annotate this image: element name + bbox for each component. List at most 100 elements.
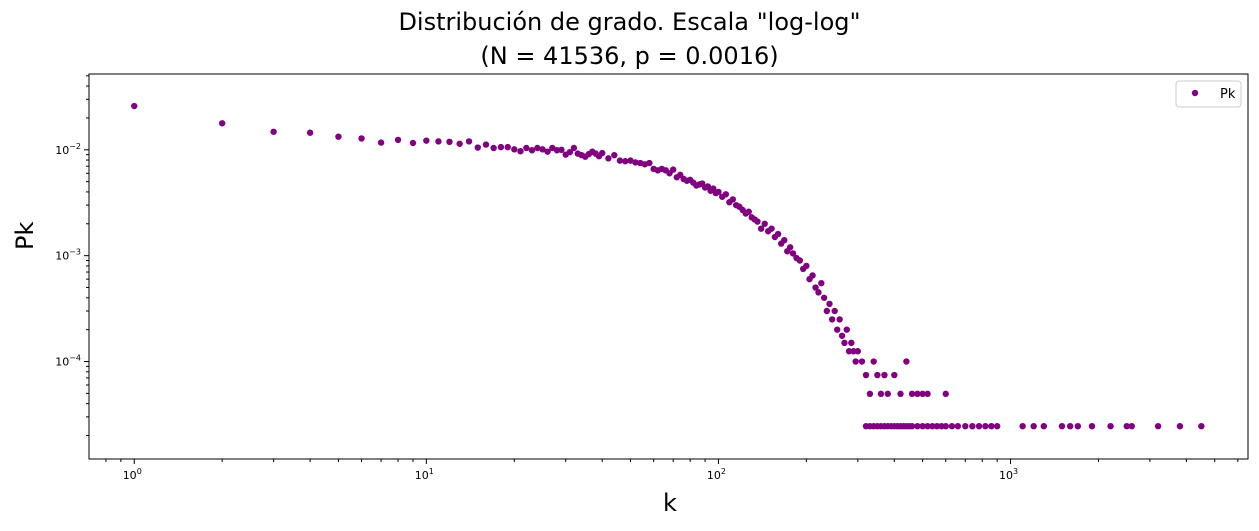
- data-point: [948, 422, 956, 430]
- data-point: [919, 422, 926, 430]
- data-point: [761, 220, 768, 227]
- data-point: [818, 279, 825, 287]
- data-point: [632, 159, 639, 166]
- legend-label: Pk: [1220, 87, 1236, 102]
- data-point: [1128, 422, 1135, 430]
- x-axis-label: k: [663, 489, 677, 517]
- data-point: [823, 307, 831, 315]
- data-point: [903, 358, 910, 365]
- data-point: [1066, 422, 1074, 430]
- data-point: [914, 422, 921, 430]
- data-point: [474, 144, 481, 151]
- legend-box: [1175, 80, 1242, 108]
- y-tick-label: 10−4: [55, 354, 81, 369]
- data-point: [768, 225, 775, 232]
- data-point: [1176, 422, 1184, 430]
- data-point: [908, 390, 916, 398]
- data-point: [975, 422, 983, 430]
- data-point: [566, 148, 574, 156]
- data-point: [497, 143, 505, 151]
- data-point: [1074, 422, 1082, 430]
- x-tick-label: 101: [415, 467, 434, 482]
- data-point: [1040, 422, 1048, 430]
- data-point: [335, 133, 342, 140]
- data-point: [881, 371, 888, 379]
- data-point: [924, 422, 931, 430]
- data-point: [982, 422, 989, 430]
- data-point: [988, 422, 995, 430]
- data-point: [218, 120, 226, 127]
- data-point: [786, 244, 794, 251]
- data-point: [897, 390, 904, 398]
- legend: Pk: [1175, 80, 1242, 108]
- data-point: [504, 143, 511, 151]
- data-point: [490, 144, 497, 152]
- data-point: [270, 128, 277, 135]
- data-point: [820, 294, 828, 301]
- data-point: [838, 332, 846, 339]
- data-point: [866, 390, 874, 398]
- data-point: [789, 250, 797, 257]
- data-point: [812, 284, 819, 291]
- data-point: [570, 144, 578, 152]
- data-point: [884, 390, 891, 398]
- data-point: [517, 148, 524, 155]
- data-point: [942, 390, 949, 398]
- data-point: [870, 358, 877, 365]
- data-point: [924, 390, 931, 398]
- data-point: [1030, 422, 1037, 430]
- data-point: [131, 102, 138, 110]
- data-point: [841, 339, 848, 347]
- data-point: [1154, 422, 1162, 430]
- data-point: [969, 422, 976, 430]
- data-point: [558, 146, 565, 153]
- data-point: [962, 422, 969, 430]
- data-point: [722, 191, 730, 198]
- x-tick-label: 102: [707, 467, 726, 482]
- data-point: [929, 422, 936, 430]
- data-point: [1019, 422, 1026, 430]
- axis-ticks: 100 101 102 103 10−2 10−3 10−4: [55, 75, 1239, 482]
- data-point: [828, 316, 836, 323]
- chart-title-line-2: (N = 41536, p = 0.0016): [480, 42, 779, 70]
- data-point: [627, 157, 634, 164]
- data-point: [670, 166, 677, 173]
- y-tick-label: 10−2: [55, 142, 81, 157]
- data-point: [831, 307, 838, 315]
- data-point: [774, 230, 782, 238]
- data-point: [605, 155, 612, 162]
- data-point: [534, 144, 541, 152]
- data-point: [914, 390, 921, 398]
- data-point: [511, 146, 518, 153]
- data-point: [539, 146, 546, 153]
- data-point: [933, 422, 941, 430]
- y-tick-label: 10−3: [55, 248, 81, 263]
- data-point: [435, 138, 442, 145]
- data-point: [754, 218, 761, 225]
- data-point: [729, 196, 737, 203]
- data-point: [815, 289, 822, 296]
- scatter-points: [131, 102, 1205, 430]
- data-point: [919, 390, 926, 398]
- axes-frame: [88, 73, 1249, 460]
- data-point: [616, 157, 624, 164]
- data-point: [852, 358, 859, 365]
- data-point: [482, 141, 490, 148]
- data-point: [523, 144, 530, 152]
- x-tick-label: 100: [123, 467, 142, 482]
- legend-marker: [1191, 89, 1199, 97]
- data-point: [843, 326, 850, 333]
- data-point: [908, 422, 916, 430]
- data-point: [409, 139, 417, 147]
- data-point: [845, 348, 853, 355]
- data-point: [803, 262, 810, 270]
- y-axis-label: Pk: [11, 221, 39, 250]
- data-point: [622, 158, 629, 165]
- data-point: [358, 135, 365, 142]
- data-point: [528, 147, 536, 154]
- data-point: [848, 339, 855, 347]
- data-point: [854, 348, 862, 355]
- data-point: [858, 358, 866, 365]
- data-point: [745, 208, 752, 215]
